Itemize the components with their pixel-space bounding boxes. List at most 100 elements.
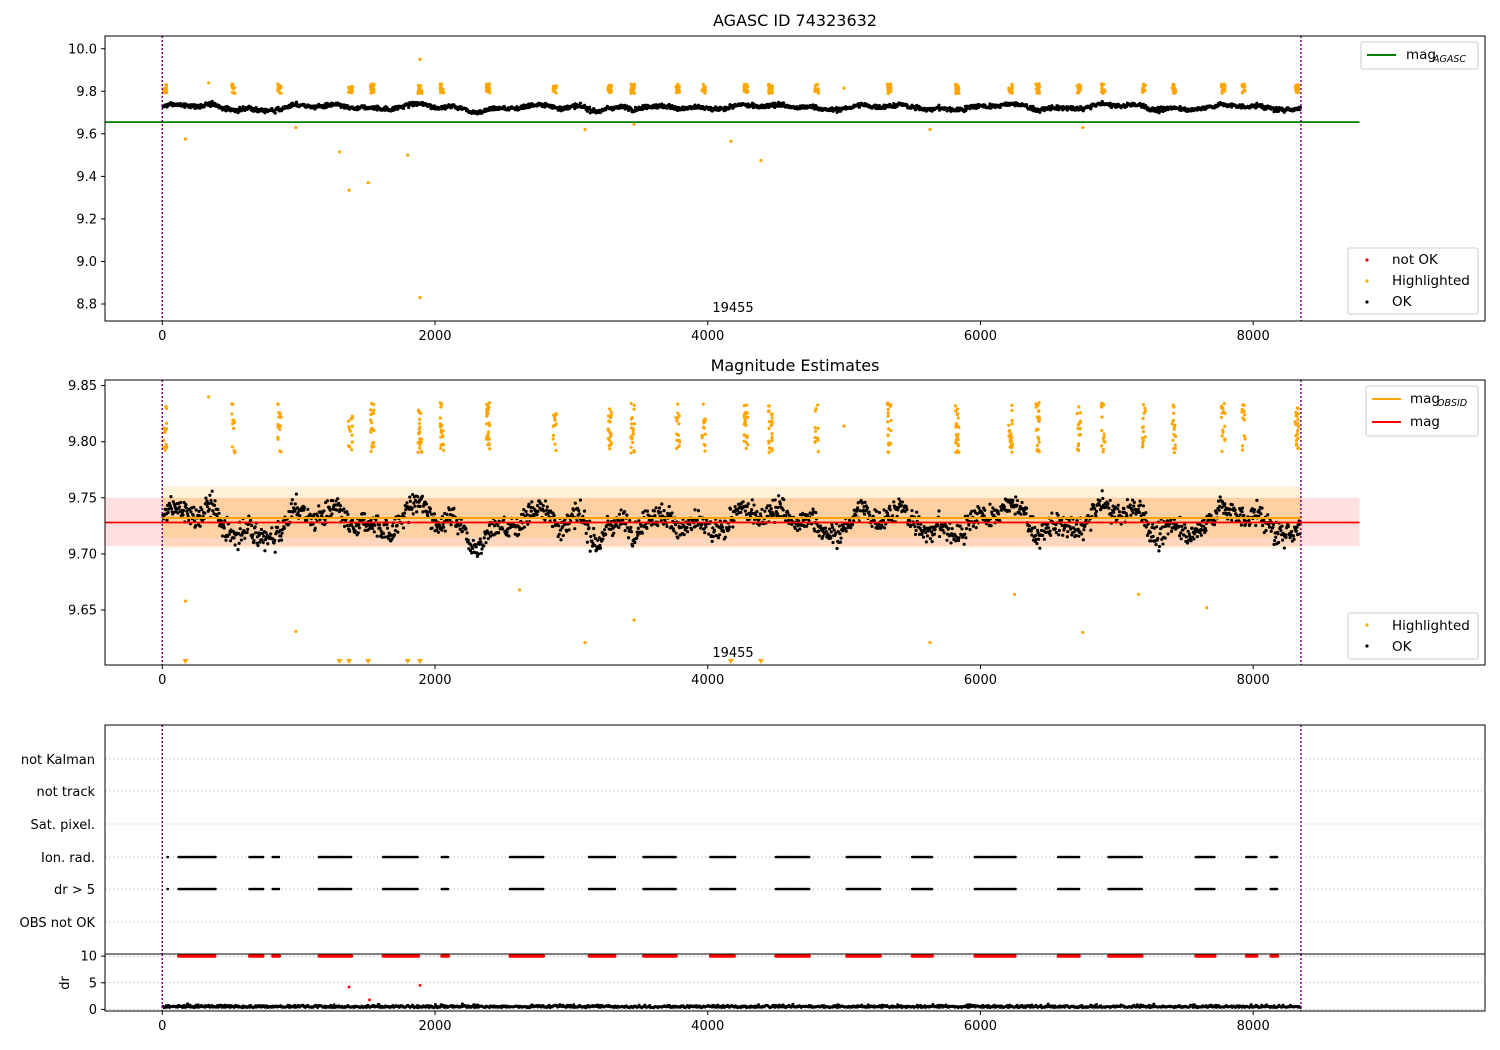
ok-point	[373, 523, 377, 527]
highlighted-point	[703, 432, 707, 436]
ok-point	[198, 524, 202, 528]
ok-point	[298, 514, 302, 518]
ok-point	[500, 527, 505, 531]
ok-point	[1034, 533, 1038, 538]
ok-point	[1024, 511, 1028, 516]
highlighted-point	[230, 412, 234, 416]
highlighted-point	[276, 402, 280, 407]
ok-point	[1077, 534, 1081, 538]
highlighted-point	[746, 415, 750, 419]
highlighted-point	[632, 82, 636, 87]
highlighted-point	[816, 449, 820, 454]
ok-point	[775, 511, 780, 516]
ok-point	[505, 530, 509, 534]
highlighted-point	[232, 426, 236, 430]
ok-point	[167, 507, 171, 511]
ok-point	[466, 538, 470, 542]
highlighted-point	[350, 433, 354, 437]
ok-point	[1132, 500, 1136, 504]
highlighted-point	[814, 83, 818, 87]
ok-point	[773, 498, 777, 502]
ok-point	[530, 500, 534, 504]
ok-point	[222, 526, 226, 530]
ok-point	[868, 513, 872, 517]
ok-point	[1007, 509, 1012, 513]
ok-point	[536, 509, 540, 513]
ok-point	[572, 508, 576, 512]
highlighted-point	[1010, 403, 1014, 407]
ok-point	[479, 540, 483, 544]
panel2-ytick-label: 9.85	[68, 379, 97, 394]
highlighted-point	[1075, 411, 1079, 416]
highlighted-point	[816, 426, 820, 430]
ok-point	[743, 509, 748, 513]
ok-point	[633, 540, 637, 545]
highlighted-point	[418, 425, 422, 429]
highlighted-point	[486, 437, 490, 441]
ok-point	[294, 492, 298, 496]
ok-point	[336, 497, 340, 501]
highlighted-point	[1140, 90, 1145, 94]
highlighted-point	[770, 416, 774, 420]
highlighted-point	[441, 448, 446, 452]
ok-point	[703, 530, 707, 535]
highlighted-outlier-point	[366, 181, 370, 185]
ok-point	[925, 534, 930, 538]
highlighted-point	[371, 441, 375, 445]
highlighted-point	[418, 417, 422, 421]
ok-point	[177, 505, 182, 509]
ok-point	[1155, 525, 1159, 529]
ok-point	[418, 504, 422, 508]
highlighted-point	[1222, 401, 1226, 406]
highlighted-point	[439, 405, 443, 409]
highlighted-point	[1010, 83, 1014, 87]
ok-point	[974, 526, 978, 530]
highlighted-point	[606, 427, 610, 431]
highlighted-point	[676, 411, 680, 415]
legend-not-ok-label: not OK	[1392, 252, 1439, 268]
highlighted-point	[276, 435, 280, 439]
ok-point	[960, 527, 964, 531]
ok-point	[577, 508, 581, 513]
highlighted-point	[1172, 86, 1176, 91]
highlighted-point	[813, 426, 817, 430]
ok-point	[1240, 506, 1245, 510]
ok-point	[479, 551, 483, 555]
highlighted-point	[1223, 86, 1227, 90]
highlighted-point	[957, 91, 961, 95]
ok-point	[254, 531, 258, 535]
highlighted-point	[1010, 450, 1014, 454]
highlighted-point	[441, 442, 445, 446]
highlighted-point	[1101, 401, 1105, 406]
highlighted-point	[370, 82, 374, 86]
ok-point	[525, 512, 529, 517]
ok-point	[330, 512, 334, 516]
highlighted-point	[954, 86, 958, 90]
ok-point	[1260, 506, 1264, 510]
panel1-xtick-label: 0	[158, 329, 166, 344]
highlighted-point	[607, 419, 611, 423]
ok-point	[963, 532, 967, 536]
ok-point	[213, 499, 217, 503]
ok-point	[385, 522, 389, 527]
ok-point	[1273, 539, 1277, 543]
ok-point	[346, 512, 350, 516]
highlighted-point	[1008, 429, 1012, 433]
highlighted-outlier-point	[729, 139, 733, 143]
legend-mag-agasc-label: mag	[1406, 47, 1436, 63]
ok-point	[1192, 537, 1196, 541]
highlighted-point	[675, 419, 679, 423]
ok-point	[829, 530, 833, 534]
ok-point	[1081, 538, 1085, 542]
ok-point	[489, 530, 493, 534]
ok-point	[207, 501, 211, 505]
highlighted-point	[438, 401, 442, 405]
ok-point	[429, 512, 434, 516]
ok-point	[217, 511, 221, 515]
highlighted-point	[677, 422, 681, 426]
highlighted-point	[372, 444, 376, 448]
highlighted-point	[745, 434, 750, 438]
ok-point	[928, 536, 933, 541]
ok-point	[251, 533, 255, 537]
highlighted-point	[956, 407, 960, 411]
